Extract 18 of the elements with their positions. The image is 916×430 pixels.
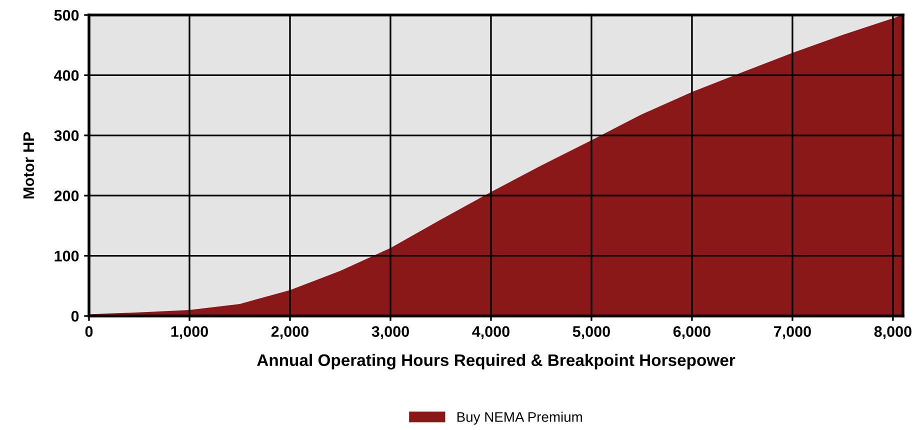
x-axis-title: Annual Operating Hours Required & Breakpoint Horsepower [257,354,736,370]
y-tick-label: 200 [54,190,79,202]
y-tick-label: 400 [54,70,79,81]
y-tick-label: 500 [54,10,79,21]
x-tick-label: 1,000 [171,326,208,340]
x-tick-label: 8,000 [874,326,912,340]
y-axis-title: Motor HP [23,132,34,198]
y-tick-label: 300 [54,130,79,142]
y-tick-label: 100 [54,250,79,262]
legend-label: Buy NEMA Premium [457,412,582,425]
x-tick-label: 2,000 [271,326,308,340]
y-tick-label: 0 [71,310,79,322]
x-tick-label: 7,000 [774,326,811,340]
x-tick-label: 5,000 [572,326,610,340]
x-tick-label: 3,000 [372,326,409,340]
x-tick-label: 0 [85,326,93,337]
x-tick-label: 4,000 [472,326,510,340]
x-tick-label: 6,000 [673,326,710,340]
